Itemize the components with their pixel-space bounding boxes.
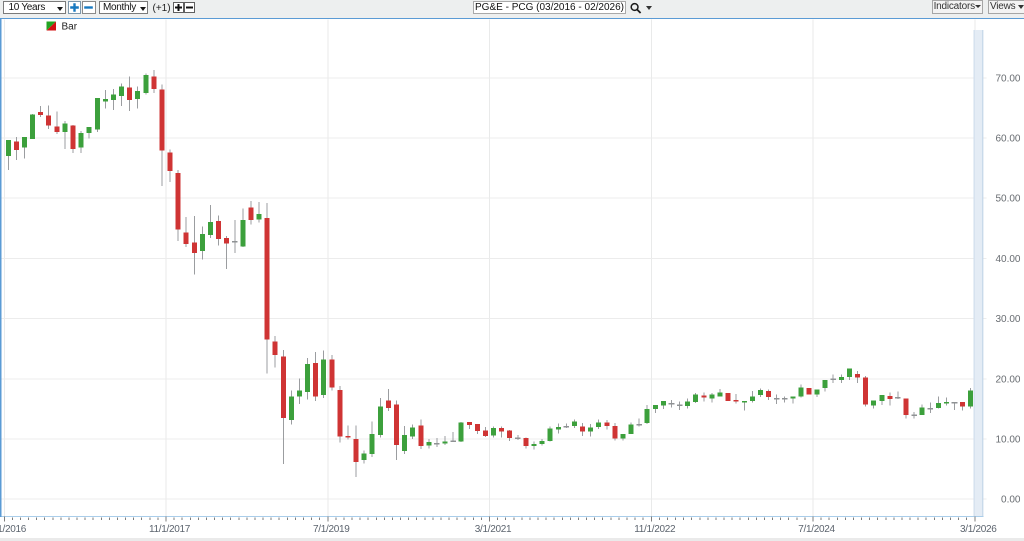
svg-text:60.00: 60.00 bbox=[995, 134, 1020, 145]
svg-text:40.00: 40.00 bbox=[995, 254, 1020, 265]
svg-text:Bar: Bar bbox=[62, 22, 78, 33]
svg-text:7/1/2024: 7/1/2024 bbox=[798, 524, 835, 535]
svg-text:70.00: 70.00 bbox=[995, 73, 1020, 84]
svg-text:50.00: 50.00 bbox=[995, 194, 1020, 205]
svg-text:3/1/2026: 3/1/2026 bbox=[960, 524, 997, 535]
svg-text:3/1/2016: 3/1/2016 bbox=[0, 524, 27, 535]
svg-text:7/1/2019: 7/1/2019 bbox=[313, 524, 350, 535]
svg-text:11/1/2022: 11/1/2022 bbox=[634, 524, 676, 535]
svg-text:3/1/2021: 3/1/2021 bbox=[475, 524, 512, 535]
svg-text:30.00: 30.00 bbox=[995, 314, 1020, 325]
svg-text:11/1/2017: 11/1/2017 bbox=[149, 524, 191, 535]
svg-text:20.00: 20.00 bbox=[995, 374, 1020, 385]
svg-text:10.00: 10.00 bbox=[995, 435, 1020, 446]
svg-text:0.00: 0.00 bbox=[1001, 495, 1021, 506]
